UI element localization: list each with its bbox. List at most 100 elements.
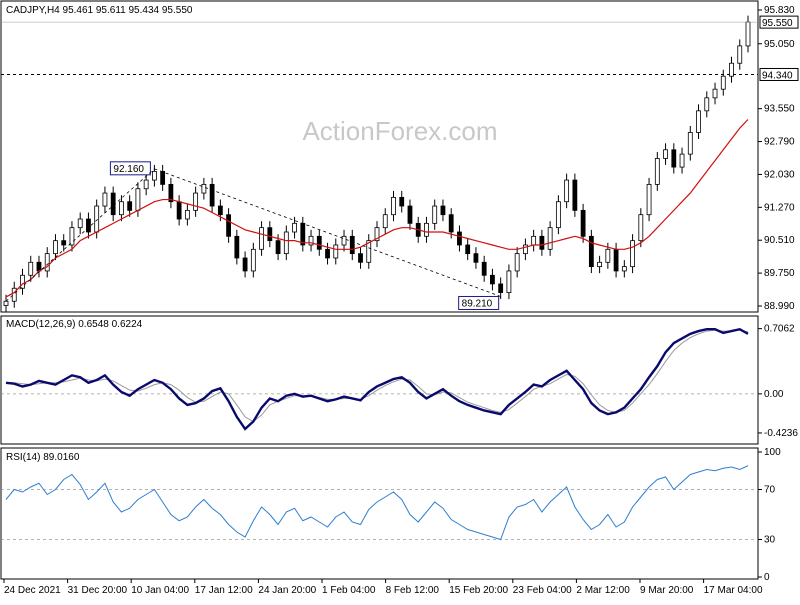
candle-body <box>679 153 685 168</box>
candle-body <box>349 235 355 255</box>
candle-body <box>564 179 570 203</box>
price-tick-label: 92.790 <box>764 137 795 148</box>
candle-body <box>523 244 528 255</box>
candle-body <box>696 110 701 133</box>
time-tick-label: 23 Feb 04:00 <box>513 585 572 596</box>
candle-body <box>514 253 520 272</box>
candle-body <box>94 205 100 233</box>
candle-body <box>267 227 273 242</box>
candle-body <box>102 192 108 207</box>
price-annotations: 94.340 95.550 92.160 89.210 <box>1 15 799 310</box>
price-tick-label: 92.030 <box>764 169 795 180</box>
candle-body <box>333 244 339 259</box>
macd-axis: 0.7062 0.00 -0.4236 <box>758 324 798 439</box>
macd-tick-label: 0.7062 <box>764 324 795 335</box>
candle-body <box>448 214 454 233</box>
candle-body <box>184 209 190 220</box>
price-tick-label: 95.050 <box>764 39 795 50</box>
candle-body <box>53 240 58 255</box>
macd-title: MACD(12,26,9) 0.6548 0.6224 <box>6 319 143 330</box>
candle-body <box>588 235 594 268</box>
candle-body <box>3 300 9 306</box>
candle-body <box>720 75 726 90</box>
candle-body <box>671 149 677 168</box>
current-price-label: 95.550 <box>762 18 793 29</box>
time-tick-label: 24 Dec 2021 <box>4 585 61 596</box>
macd-signal-line <box>6 329 749 423</box>
candle-body <box>432 205 438 224</box>
candle-body <box>457 231 462 246</box>
candle-body <box>621 266 627 272</box>
candle-body <box>382 214 388 229</box>
macd-series <box>1 327 758 431</box>
candle-body <box>597 261 602 268</box>
candle-body <box>745 21 751 47</box>
low-label-box <box>458 295 500 310</box>
candle-body <box>300 222 306 246</box>
time-tick-label: 15 Feb 20:00 <box>449 585 508 596</box>
time-tick-label: 17 Jan 12:00 <box>195 585 253 596</box>
candle-body <box>44 253 50 272</box>
candle-body <box>605 248 611 263</box>
candle-body <box>465 244 471 255</box>
candle-body <box>176 201 182 220</box>
macd-tick-label: -0.4236 <box>764 428 798 439</box>
candle-body <box>77 218 83 229</box>
rsi-panel <box>0 447 759 580</box>
candle-body <box>366 240 372 263</box>
candle-body <box>440 205 446 216</box>
candle-body <box>292 222 297 233</box>
candle-body <box>242 257 248 272</box>
rsi-tick-label: 30 <box>764 535 776 546</box>
candle-body <box>473 253 479 263</box>
candle-body <box>20 274 25 289</box>
price-tick-label: 91.270 <box>764 202 795 213</box>
time-tick-label: 2 Mar 12:00 <box>576 585 630 596</box>
candle-body <box>341 235 347 246</box>
level-label-box <box>759 67 799 81</box>
time-tick-label: 9 Mar 20:00 <box>640 585 694 596</box>
candle-body <box>226 214 232 237</box>
candle-body <box>28 261 34 276</box>
candle-body <box>704 97 710 112</box>
candle-body <box>250 248 256 272</box>
macd-panel <box>0 315 759 445</box>
candle-body <box>11 287 17 302</box>
price-tick-label: 95.830 <box>764 5 795 16</box>
candle-body <box>168 183 174 203</box>
current-price-box <box>759 15 799 29</box>
macd-line <box>5 327 749 431</box>
candle-body <box>531 235 537 246</box>
rsi-tick-label: 0 <box>764 572 770 583</box>
watermark: ActionForex.com <box>302 116 497 146</box>
candle-body <box>654 158 660 185</box>
price-tick-label: 88.990 <box>764 301 795 312</box>
candle-body <box>572 179 578 211</box>
moving-average-line <box>5 119 749 298</box>
candle-body <box>275 240 281 255</box>
time-tick-label: 17 Mar 04:00 <box>704 585 763 596</box>
candle-body <box>646 183 652 216</box>
price-axis: 95.830 95.050 93.550 92.790 92.030 91.270 90.5… <box>758 5 795 312</box>
candle-body <box>506 270 512 293</box>
time-tick-label: 8 Feb 12:00 <box>386 585 440 596</box>
time-tick-label: 10 Jan 04:00 <box>131 585 189 596</box>
candle-body <box>638 214 644 242</box>
candle-body <box>374 227 380 242</box>
candle-body <box>217 205 223 216</box>
candle-body <box>729 62 734 77</box>
candle-body <box>481 261 487 276</box>
candle-body <box>127 201 133 211</box>
rsi-axis: 100 70 30 0 <box>758 447 781 583</box>
candle-body <box>613 248 619 272</box>
candle-body <box>407 205 413 224</box>
price-tick-label: 93.550 <box>764 104 795 115</box>
candle-body <box>193 192 199 211</box>
candle-body <box>259 227 264 250</box>
candle-body <box>630 240 635 268</box>
candle-body <box>663 149 668 159</box>
candle-body <box>490 274 495 285</box>
low-label: 89.210 <box>462 298 493 309</box>
